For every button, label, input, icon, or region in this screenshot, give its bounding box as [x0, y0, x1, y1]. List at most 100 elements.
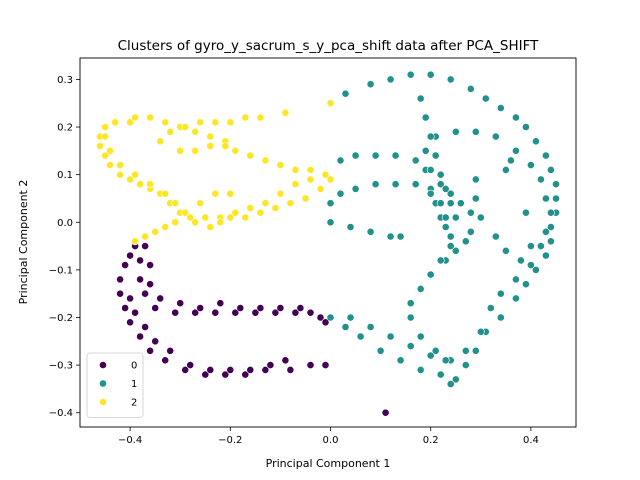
data-point: [532, 137, 540, 146]
data-point: [512, 294, 520, 303]
data-point: [481, 94, 490, 103]
data-point: [176, 146, 185, 155]
data-point: [426, 132, 435, 141]
data-point: [221, 142, 230, 150]
data-point: [126, 175, 135, 184]
data-point: [411, 180, 420, 189]
data-point: [196, 304, 205, 312]
data-point: [522, 280, 530, 289]
data-point: [206, 132, 215, 141]
legend: 0 1 2: [86, 352, 144, 418]
data-point: [206, 142, 215, 150]
data-point: [446, 189, 455, 198]
data-point: [276, 304, 285, 312]
data-point: [126, 118, 135, 127]
y-tick-label: 0.2: [57, 123, 73, 134]
data-point: [366, 80, 375, 89]
data-point: [196, 199, 205, 208]
data-point: [426, 270, 435, 279]
data-point: [226, 118, 235, 127]
data-point: [126, 251, 135, 260]
data-point: [201, 370, 210, 379]
data-point: [181, 365, 190, 374]
data-point: [506, 156, 515, 165]
data-point: [291, 165, 300, 174]
data-point: [171, 218, 180, 227]
data-point: [111, 118, 119, 127]
data-point: [296, 304, 305, 312]
data-point: [306, 361, 315, 369]
data-point: [146, 261, 154, 269]
data-point: [216, 218, 225, 227]
data-point: [406, 313, 415, 322]
data-point: [141, 289, 149, 298]
data-point: [426, 351, 435, 360]
y-tick-label: 0.0: [57, 218, 73, 229]
data-point: [211, 189, 220, 198]
data-point: [471, 175, 480, 184]
data-point: [241, 213, 250, 222]
data-point: [461, 361, 470, 369]
data-point: [426, 165, 435, 174]
data-point: [386, 332, 395, 341]
data-point: [461, 346, 470, 355]
data-point: [456, 199, 465, 208]
data-point: [441, 213, 450, 222]
x-tick-label: −0.4: [118, 435, 142, 446]
data-point: [326, 218, 335, 227]
data-point: [476, 213, 485, 222]
data-point: [306, 308, 315, 317]
data-point: [191, 146, 200, 155]
data-point: [316, 313, 325, 322]
data-point: [106, 161, 114, 169]
data-point: [241, 370, 250, 379]
data-point: [121, 304, 129, 312]
data-point: [181, 208, 190, 217]
data-point: [416, 332, 425, 341]
data-point: [131, 170, 139, 179]
axes-layer: −0.4 −0.2 0.0 0.2 0.4 −0.4 −0.3 −0.2 −0.1 0.0 0.1 0…: [49, 75, 539, 446]
data-point: [246, 365, 255, 374]
data-point: [121, 261, 129, 269]
data-point: [512, 146, 520, 155]
data-point: [106, 146, 114, 155]
data-point: [406, 342, 415, 350]
data-point: [146, 280, 154, 289]
data-point: [421, 113, 430, 122]
data-point: [291, 308, 300, 317]
data-point: [201, 213, 210, 222]
data-point: [496, 104, 505, 112]
data-point: [256, 208, 265, 217]
data-point: [527, 261, 535, 269]
data-point: [466, 85, 475, 93]
data-point: [191, 308, 200, 317]
plot-frame: [79, 57, 577, 428]
data-point: [136, 332, 144, 341]
data-point: [126, 318, 135, 327]
data-point: [146, 346, 154, 355]
data-point: [161, 356, 170, 365]
data-point: [156, 137, 165, 146]
data-point: [396, 232, 405, 241]
legend-marker: [99, 379, 107, 388]
data-point: [256, 113, 265, 122]
data-point: [552, 194, 560, 203]
data-point: [416, 365, 425, 374]
data-point: [211, 308, 220, 317]
plot-area: [80, 58, 576, 427]
data-point: [326, 175, 335, 184]
data-point: [161, 118, 170, 127]
data-point: [491, 132, 500, 141]
data-point: [547, 165, 555, 174]
data-point: [351, 151, 360, 160]
x-tick-label: 0.0: [323, 435, 339, 446]
data-point: [371, 180, 380, 189]
data-point: [517, 256, 525, 265]
data-point: [286, 199, 295, 208]
data-point: [512, 275, 520, 284]
data-point: [406, 299, 415, 308]
data-point: [496, 289, 505, 298]
data-point: [136, 180, 144, 189]
data-point: [547, 223, 555, 231]
data-point: [151, 227, 160, 236]
